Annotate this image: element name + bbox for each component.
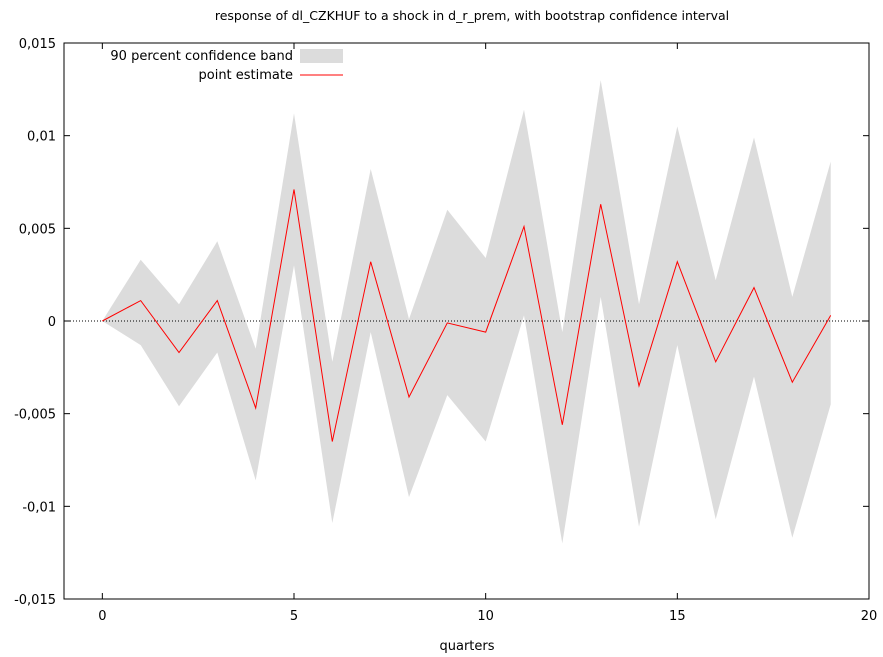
x-axis-label: quarters [439, 639, 494, 654]
x-tick-label: 5 [290, 609, 298, 624]
x-tick-label: 10 [477, 609, 494, 624]
y-tick-label: 0,005 [19, 222, 56, 237]
y-tick-label: 0 [48, 315, 56, 330]
y-tick-label: 0,015 [19, 37, 56, 52]
y-tick-label: -0,015 [14, 593, 56, 608]
legend: 90 percent confidence band point estimat… [110, 49, 343, 83]
chart-title: response of dl_CZKHUF to a shock in d_r_… [215, 8, 729, 23]
y-tick-label: -0,01 [22, 500, 56, 515]
confidence-band [102, 80, 831, 544]
legend-label-band: 90 percent confidence band [110, 49, 293, 64]
legend-label-point: point estimate [199, 68, 294, 83]
axis-ticks: 0 5 10 15 20 -0,015 -0,01 -0,005 0 0,005 0,01 0,015 [14, 37, 877, 624]
y-tick-label: 0,01 [27, 130, 56, 145]
x-tick-label: 15 [669, 609, 686, 624]
x-tick-label: 0 [98, 609, 106, 624]
x-tick-label: 20 [861, 609, 878, 624]
confidence-band-layer [102, 80, 831, 544]
point-estimate-layer [102, 189, 832, 442]
legend-swatch-band [300, 49, 343, 63]
y-tick-label: -0,005 [14, 408, 56, 423]
point-estimate-line [102, 189, 832, 442]
